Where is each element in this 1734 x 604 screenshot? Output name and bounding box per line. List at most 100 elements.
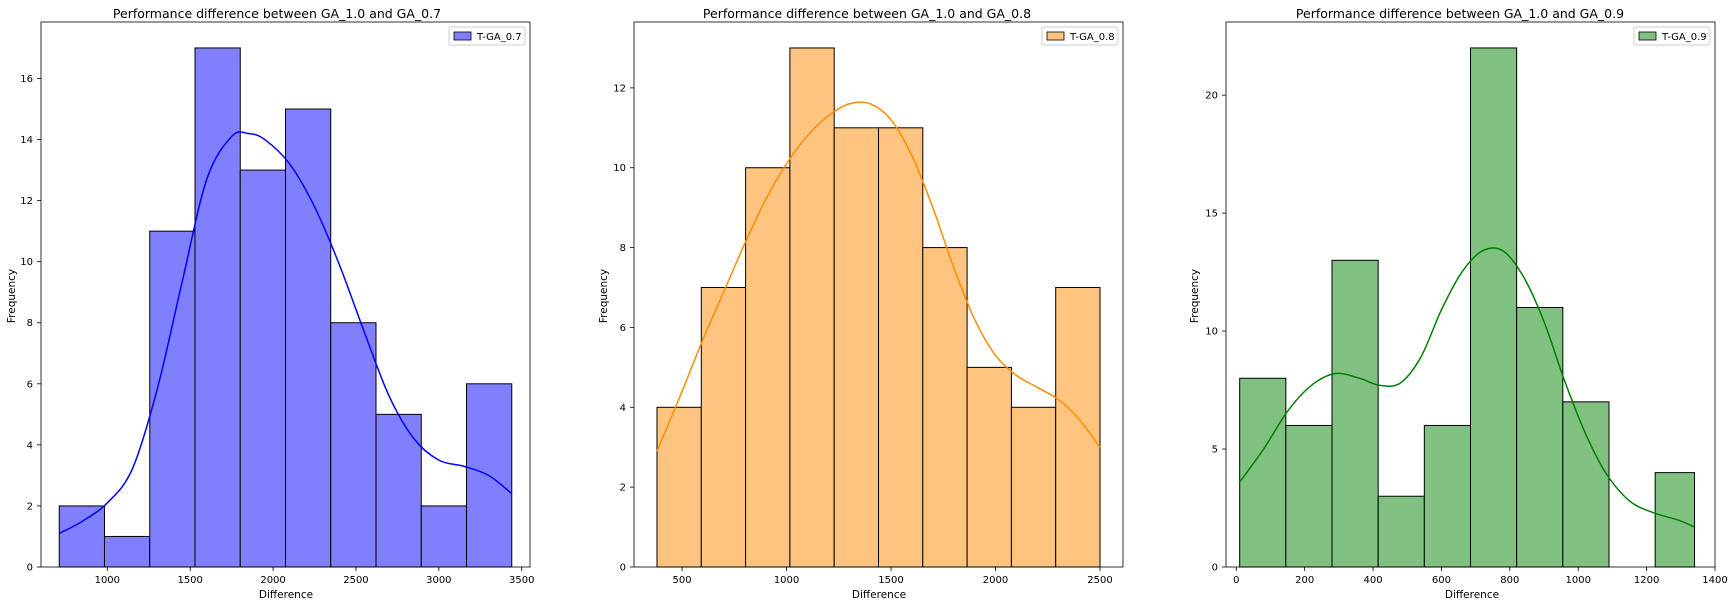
kde-curve: [1239, 247, 1695, 528]
bar: [656, 406, 702, 568]
x-tick-label: 400: [1363, 575, 1382, 586]
panel-3-title: Performance difference between GA_1.0 an…: [1296, 6, 1624, 21]
bar: [833, 127, 879, 568]
x-tick-label: 1400: [1702, 575, 1727, 586]
bar: [1055, 287, 1101, 568]
x-tick-label: 600: [1432, 575, 1451, 586]
panel-1-plot: 1000 1500 2000 2500 3000 3500 0 2 4 6 8 10 12 14 16 T-G…: [20, 21, 534, 586]
panel-3-legend: T-GA_0.9: [1633, 26, 1711, 46]
bar: [878, 127, 924, 568]
y-tick-label: 14: [20, 135, 33, 146]
panel-2-ylabel: Frequency: [598, 269, 610, 323]
bar: [239, 169, 286, 568]
bar: [1285, 424, 1333, 568]
legend-box: [448, 26, 526, 46]
panel-1-xlabel: Difference: [259, 589, 313, 601]
y-tick-label: 6: [620, 323, 626, 334]
panel-2-title: Performance difference between GA_1.0 an…: [703, 6, 1031, 21]
x-tick-label: 2000: [260, 575, 285, 586]
legend-label: T-GA_0.8: [1069, 32, 1115, 43]
bar: [420, 505, 468, 568]
panel-3-xlabel: Difference: [1445, 589, 1499, 601]
legend-label: T-GA_0.7: [476, 32, 522, 43]
x-tick-label: 2500: [343, 575, 368, 586]
plot-frame: [40, 21, 531, 568]
panel-3-plot: 0 200 400 600 800 1000 1200 1400 0 5 10 15 20 T-GA_0.…: [1205, 21, 1728, 586]
kde-curve: [656, 101, 1101, 452]
bar: [58, 505, 105, 568]
legend-box: [1633, 26, 1711, 46]
bar: [194, 47, 241, 568]
y-tick-label: 15: [1205, 209, 1218, 220]
bar: [285, 108, 332, 568]
panel-2-legend: T-GA_0.8: [1041, 26, 1119, 46]
x-tick-label: 1200: [1634, 575, 1659, 586]
bar: [1470, 47, 1518, 568]
bar: [966, 366, 1012, 568]
bar: [330, 322, 377, 568]
y-tick-label: 8: [27, 318, 33, 329]
panel-2-xlabel: Difference: [852, 589, 906, 601]
panel-1-bars: [58, 47, 513, 568]
y-tick-label: 5: [1212, 445, 1218, 456]
bar: [1654, 472, 1695, 568]
panel-1-legend: T-GA_0.7: [448, 26, 526, 46]
histogram-panel-1: Performance difference between GA_1.0 an…: [6, 6, 534, 601]
bar: [1010, 406, 1057, 568]
x-tick-label: 1500: [878, 575, 903, 586]
histogram-panel-3: Performance difference between GA_1.0 an…: [1189, 6, 1728, 601]
x-tick-label: 2000: [983, 575, 1008, 586]
y-tick-label: 4: [27, 440, 33, 451]
y-tick-label: 8: [620, 243, 626, 254]
x-tick-label: 0: [1233, 575, 1239, 586]
y-tick-label: 12: [613, 83, 626, 94]
panel-3-ylabel: Frequency: [1189, 269, 1201, 323]
y-tick-label: 12: [20, 196, 33, 207]
bar: [745, 167, 791, 568]
y-tick-label: 0: [620, 563, 626, 574]
bar: [1377, 495, 1425, 568]
bar: [103, 535, 151, 568]
y-tick-label: 4: [620, 403, 626, 414]
y-tick-label: 0: [27, 563, 33, 574]
y-tick-label: 6: [27, 379, 33, 390]
x-tick-label: 3000: [426, 575, 451, 586]
panel-2-plot: 500 1000 1500 2000 2500 0 2 4 6 8 10 12 T-GA_0.8: [613, 21, 1124, 586]
panel-2-bars: [656, 47, 1101, 568]
y-tick-label: 2: [620, 483, 626, 494]
x-tick-label: 2500: [1087, 575, 1112, 586]
legend-box: [1041, 26, 1119, 46]
legend-swatch: [453, 31, 472, 41]
histogram-panel-2: Performance difference between GA_1.0 an…: [598, 6, 1124, 601]
bar: [1516, 306, 1564, 568]
y-tick-label: 20: [1205, 91, 1218, 102]
bar: [922, 247, 968, 568]
bar: [149, 230, 196, 568]
y-tick-label: 16: [20, 74, 33, 85]
x-tick-label: 1000: [95, 575, 120, 586]
bar: [1562, 401, 1610, 568]
y-tick-label: 10: [1205, 327, 1218, 338]
plot-frame: [633, 21, 1124, 568]
bar: [1423, 424, 1471, 568]
x-tick-label: 1000: [774, 575, 799, 586]
plot-frame: [1225, 21, 1716, 568]
legend-label: T-GA_0.9: [1661, 32, 1707, 43]
y-tick-label: 0: [1212, 563, 1218, 574]
panel-1-ylabel: Frequency: [6, 269, 18, 323]
y-tick-label: 10: [20, 257, 33, 268]
bar: [1331, 259, 1379, 568]
x-tick-label: 1500: [177, 575, 202, 586]
legend-swatch: [1046, 31, 1065, 41]
bar: [375, 413, 422, 568]
x-tick-label: 200: [1295, 575, 1314, 586]
y-tick-label: 10: [613, 163, 626, 174]
x-tick-label: 500: [673, 575, 692, 586]
panel-3-bars: [1239, 47, 1695, 568]
bar: [789, 47, 835, 568]
y-tick-label: 2: [27, 501, 33, 512]
x-tick-label: 3500: [509, 575, 534, 586]
panel-1-title: Performance difference between GA_1.0 an…: [113, 6, 441, 21]
kde-curve: [58, 131, 513, 535]
